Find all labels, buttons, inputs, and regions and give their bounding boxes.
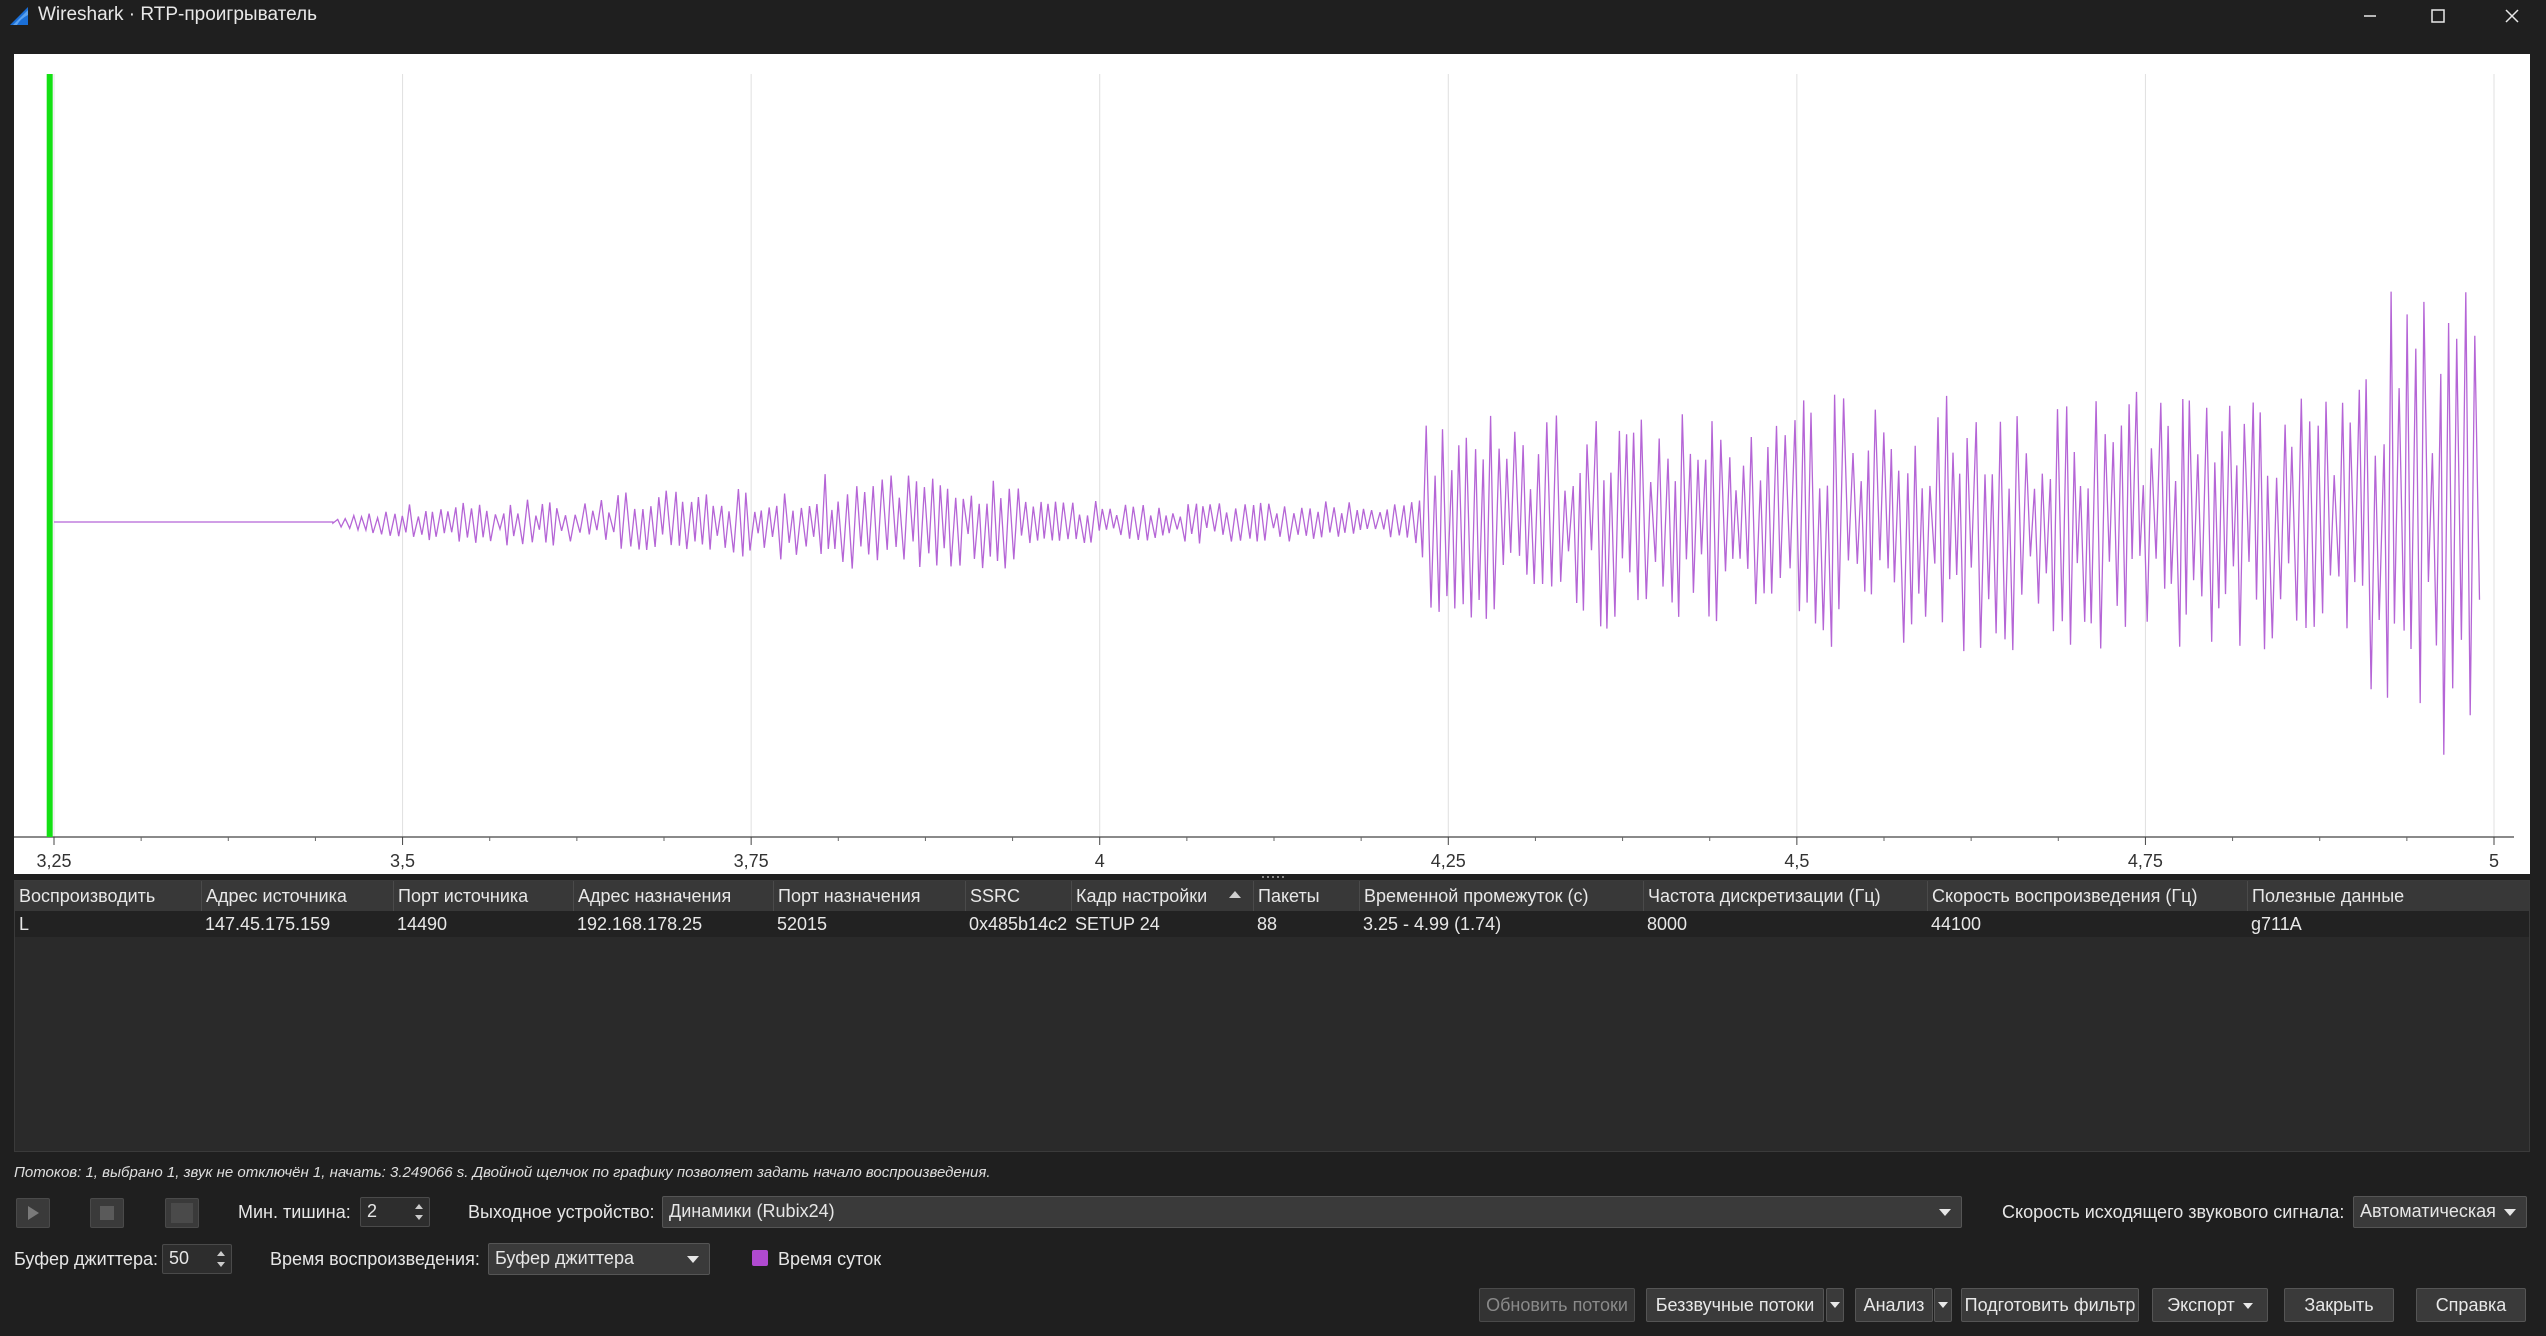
cell-payload: g711A: [2251, 914, 2302, 934]
column-header-play[interactable]: Воспроизводить: [19, 886, 156, 906]
waveform-graph[interactable]: 3,25 3,5 3,75 4 4,25 4,5 4,75 5: [14, 54, 2530, 874]
chevron-down-icon: [1939, 1209, 1951, 1216]
stop-button[interactable]: [90, 1198, 124, 1228]
minimize-icon: [2364, 15, 2376, 17]
table-row[interactable]: L 147.45.175.159 14490 192.168.178.25 52…: [15, 911, 2529, 937]
splitter-handle[interactable]: [1260, 874, 1286, 880]
sort-ascending-icon: [1229, 891, 1241, 898]
column-header-sample-rate[interactable]: Частота дискретизации (Гц): [1643, 881, 1927, 911]
gridlines: [53, 74, 2495, 837]
column-header-setup-frame[interactable]: Кадр настройки: [1071, 881, 1253, 911]
cell-packets: 88: [1257, 914, 1278, 934]
close-button[interactable]: Закрыть: [2284, 1288, 2394, 1322]
table-header: Воспроизводить Адрес источника Порт исто…: [15, 881, 2529, 912]
output-device-select[interactable]: Динамики (Rubix24): [662, 1196, 1962, 1228]
min-silence-value: 2: [367, 1201, 378, 1221]
time-of-day-label: Время суток: [778, 1249, 882, 1269]
x-tick-label: 5: [2489, 851, 2499, 871]
help-button[interactable]: Справка: [2416, 1288, 2526, 1322]
analyze-button[interactable]: Анализ: [1855, 1288, 1933, 1322]
waveform-plot[interactable]: 3,25 3,5 3,75 4 4,25 4,5 4,75 5: [14, 54, 2530, 874]
close-icon: [2505, 9, 2519, 23]
cell-src-port: 14490: [397, 914, 448, 934]
x-tick-label: 3,5: [390, 851, 415, 871]
play-button[interactable]: [16, 1198, 50, 1228]
streams-table[interactable]: Воспроизводить Адрес источника Порт исто…: [14, 880, 2530, 1152]
export-button[interactable]: Экспорт: [2152, 1288, 2268, 1322]
x-tick-label: 3,25: [36, 851, 71, 871]
x-tick-label: 3,75: [734, 851, 769, 871]
column-header-payload[interactable]: Полезные данные: [2247, 881, 2531, 911]
column-header-time-span[interactable]: Временной промежуток (с): [1359, 881, 1643, 911]
output-rate-select[interactable]: Автоматическая: [2353, 1196, 2527, 1228]
output-device-label: Выходное устройство:: [468, 1202, 655, 1222]
jitter-buffer-spinbox[interactable]: 50: [162, 1244, 232, 1274]
cell-play-rate: 44100: [1931, 914, 1982, 934]
analyze-menu-button[interactable]: [1934, 1288, 1952, 1322]
column-header-packets[interactable]: Пакеты: [1253, 881, 1359, 911]
minimize-button[interactable]: [2342, 0, 2398, 32]
cell-ssrc: 0x485b14c2: [969, 914, 1068, 934]
column-header-play-rate[interactable]: Скорость воспроизведения (Гц): [1927, 881, 2247, 911]
cell-setup-frame: SETUP 24: [1075, 914, 1160, 934]
column-header-dst-addr[interactable]: Адрес назначения: [573, 881, 773, 911]
refresh-streams-button[interactable]: Обновить потоки: [1479, 1288, 1635, 1322]
cell-dst-addr: 192.168.178.25: [577, 914, 703, 934]
status-hint: Потоков: 1, выбрано 1, звук не отключён …: [14, 1164, 991, 1181]
output-device-value: Динамики (Rubix24): [669, 1201, 835, 1221]
chevron-down-icon: [2504, 1209, 2516, 1216]
window-title: Wireshark · RTP-проигрыватель: [38, 4, 318, 25]
chevron-down-icon: [1830, 1302, 1840, 1308]
time-of-day-checkbox[interactable]: [752, 1250, 768, 1266]
cell-src-addr: 147.45.175.159: [205, 914, 331, 934]
column-header-src-addr[interactable]: Адрес источника: [201, 881, 393, 911]
column-header-src-port[interactable]: Порт источника: [393, 881, 573, 911]
waveform-line: [54, 291, 2481, 755]
pause-icon: [171, 1203, 193, 1223]
export-button-label: Экспорт: [2167, 1295, 2235, 1315]
cell-sample-rate: 8000: [1647, 914, 1688, 934]
playback-time-label: Время воспроизведения:: [270, 1249, 480, 1269]
wireshark-fin-icon: [10, 7, 28, 25]
x-tick-label: 4,25: [1431, 851, 1466, 871]
cell-play: L: [19, 914, 30, 934]
silent-streams-button[interactable]: Беззвучные потоки: [1646, 1288, 1824, 1322]
playhead-marker[interactable]: [46, 74, 53, 837]
cell-dst-port: 52015: [777, 914, 828, 934]
chevron-down-icon: [2242, 1303, 2253, 1310]
jitter-buffer-label: Буфер джиттера:: [14, 1249, 158, 1269]
silent-streams-menu-button[interactable]: [1826, 1288, 1844, 1322]
title-bar: [0, 0, 2546, 32]
stop-icon: [100, 1206, 114, 1220]
jitter-buffer-value: 50: [169, 1248, 190, 1268]
spin-arrows-icon: [217, 1251, 225, 1267]
maximize-button[interactable]: [2410, 0, 2466, 32]
output-rate-label: Скорость исходящего звукового сигнала:: [2002, 1202, 2345, 1222]
x-tick-label: 4,75: [2128, 851, 2163, 871]
play-icon: [28, 1206, 39, 1220]
pause-button[interactable]: [165, 1198, 199, 1228]
chevron-down-icon: [1938, 1302, 1948, 1308]
chevron-down-icon: [687, 1256, 699, 1263]
min-silence-label: Мин. тишина:: [238, 1202, 351, 1222]
column-header-dst-port[interactable]: Порт назначения: [773, 881, 965, 911]
cell-time-span: 3.25 - 4.99 (1.74): [1363, 914, 1502, 934]
prepare-filter-button[interactable]: Подготовить фильтр: [1961, 1288, 2139, 1322]
close-window-button[interactable]: [2484, 0, 2540, 32]
spin-arrows-icon: [415, 1204, 423, 1220]
x-tick-label: 4: [1095, 851, 1105, 871]
output-rate-value: Автоматическая: [2360, 1201, 2496, 1221]
x-tick-label: 4,5: [1784, 851, 1809, 871]
min-silence-spinbox[interactable]: 2: [360, 1197, 430, 1227]
playback-time-value: Буфер джиттера: [495, 1248, 634, 1268]
column-header-ssrc[interactable]: SSRC: [965, 881, 1071, 911]
playback-time-select[interactable]: Буфер джиттера: [488, 1243, 710, 1275]
maximize-icon: [2431, 9, 2445, 23]
x-axis-ticks: 3,25 3,5 3,75 4 4,25 4,5 4,75 5: [36, 837, 2499, 871]
